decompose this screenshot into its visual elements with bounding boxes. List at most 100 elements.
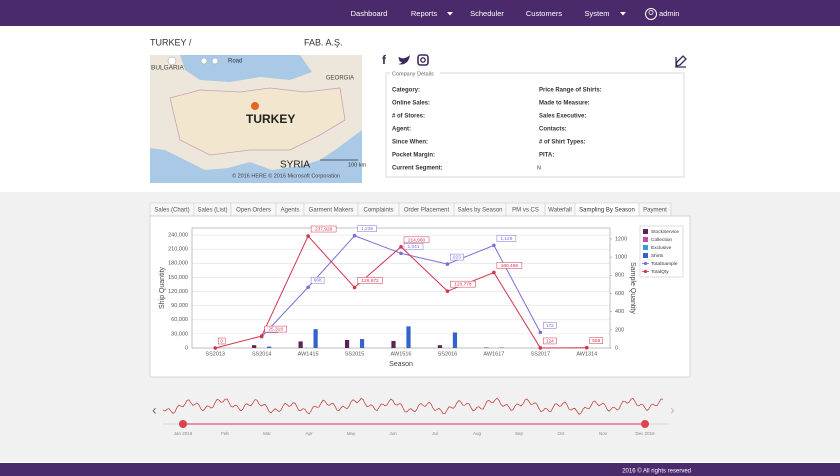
- y-tick-label: 210,000: [168, 247, 188, 253]
- tab-label[interactable]: Order Placement: [404, 208, 450, 214]
- y-tick-label: 240,000: [168, 233, 188, 239]
- line-marker[interactable]: [213, 346, 218, 350]
- tab-label[interactable]: Agents: [281, 208, 300, 214]
- legend-label: TotalQty: [651, 269, 669, 275]
- tab-label[interactable]: Complaints: [363, 208, 393, 214]
- line-marker[interactable]: [584, 345, 589, 350]
- nav-arrow-left[interactable]: ‹: [152, 402, 157, 418]
- detail-label: Pocket Margin:: [392, 153, 435, 159]
- y2-tick-label: 200: [615, 327, 624, 333]
- data-label-box: [357, 277, 383, 284]
- line-marker[interactable]: [492, 243, 496, 248]
- detail-label: # of Shirt Types:: [539, 140, 586, 146]
- nav-item[interactable]: Scheduler: [470, 9, 504, 18]
- nav-item[interactable]: Customers: [526, 9, 563, 18]
- range-navigator: ‹ › Jan 2016 Feb Mar Apr May Jun Jul Aug Sep Oct Nov…: [152, 397, 675, 436]
- map-zoom-in[interactable]: [211, 57, 219, 65]
- data-label: 668: [314, 278, 322, 284]
- data-label: 124: [546, 338, 554, 344]
- data-label-box: [496, 262, 523, 269]
- detail-label: PITA:: [539, 153, 554, 159]
- y-axis-title: Ship Quantity: [159, 266, 166, 309]
- tab-label[interactable]: Waterfall: [548, 208, 571, 214]
- data-label: 1,235: [361, 226, 373, 232]
- x-tick-label: SS2014: [252, 351, 272, 357]
- facebook-icon[interactable]: f: [382, 53, 387, 67]
- legend-label: TotalSample: [651, 261, 678, 267]
- nav-item[interactable]: Dashboard: [351, 9, 388, 18]
- detail-label: # of Stores:: [392, 114, 425, 120]
- nav-item[interactable]: Reports: [411, 9, 438, 18]
- data-label: 1,129: [500, 236, 512, 242]
- tab-label[interactable]: Sales by Season: [457, 208, 502, 214]
- bar: [437, 345, 443, 348]
- sparkline: [162, 397, 664, 415]
- legend-label: StockService: [651, 229, 679, 235]
- company: FAB. A.Ş.: [304, 37, 343, 47]
- legend-swatch-marker: [643, 261, 648, 266]
- data-label-box: [543, 322, 557, 329]
- nav-caret: [620, 12, 626, 16]
- tab-label[interactable]: Garment Makers: [309, 208, 354, 214]
- map-marker[interactable]: [251, 102, 259, 110]
- data-label: 1,041: [407, 244, 419, 250]
- data-label-box: [403, 243, 424, 250]
- bar: [267, 346, 272, 348]
- y2-tick-label: 600: [615, 291, 624, 297]
- tab-label[interactable]: Sampling By Season: [579, 208, 635, 214]
- detail-label: Made to Measure:: [539, 101, 590, 107]
- y-tick-label: 120,000: [168, 289, 188, 295]
- bar: [406, 326, 411, 348]
- user-name[interactable]: admin: [659, 9, 679, 18]
- line-marker[interactable]: [399, 245, 403, 249]
- data-label-box: [450, 253, 464, 261]
- map-label: TURKEY: [246, 112, 295, 126]
- line-marker[interactable]: [538, 346, 543, 350]
- details-fields: Category: Online Sales: # of Stores: Agent:…: [392, 88, 602, 172]
- line-marker[interactable]: [352, 233, 357, 238]
- bar: [298, 341, 303, 348]
- line-marker[interactable]: [352, 285, 357, 290]
- nav-caret: [447, 12, 453, 16]
- nav-arrow-right[interactable]: ›: [670, 402, 675, 418]
- line-marker[interactable]: [259, 334, 264, 338]
- line-marker[interactable]: [306, 234, 310, 238]
- range-handle[interactable]: [179, 420, 187, 428]
- bar: [359, 339, 365, 348]
- x-axis-title: Season: [389, 361, 413, 368]
- instagram-icon[interactable]: [417, 54, 429, 66]
- x-tick-label: SS2017: [531, 351, 551, 357]
- month-label: May: [347, 431, 356, 436]
- tab-label[interactable]: PM vs CS: [512, 208, 539, 214]
- tab-label[interactable]: Payment: [643, 208, 667, 214]
- x-tick-label: AW1415: [298, 351, 319, 357]
- data-label-box: [310, 225, 337, 233]
- line-marker[interactable]: [538, 330, 543, 335]
- line-marker[interactable]: [399, 251, 403, 256]
- tab-label[interactable]: Sales (List): [197, 208, 227, 214]
- edit-icon[interactable]: [675, 55, 687, 68]
- map-scale: 100 km: [348, 162, 366, 168]
- y-tick-label: 150,000: [168, 275, 188, 281]
- tab-label[interactable]: Open Orders: [236, 208, 271, 214]
- line-marker[interactable]: [306, 285, 310, 290]
- twitter-icon[interactable]: [398, 55, 410, 65]
- line-marker[interactable]: [445, 262, 450, 266]
- line-marker[interactable]: [445, 289, 450, 293]
- y2-axis-title: Sample Quantity: [629, 262, 636, 314]
- map-mode[interactable]: Road: [228, 59, 242, 65]
- x-tick-label: AW1314: [576, 351, 597, 357]
- map-zoom-out[interactable]: [200, 57, 208, 65]
- map-zoom[interactable]: [167, 56, 177, 66]
- tab-label[interactable]: Sales (Chart): [154, 208, 189, 214]
- user-icon[interactable]: [645, 8, 657, 20]
- nav-item[interactable]: System: [584, 9, 609, 18]
- instagram-lens: [420, 57, 426, 63]
- legend-label: Shirts: [651, 253, 664, 259]
- footer-bar: [0, 463, 840, 476]
- line-marker[interactable]: [492, 270, 496, 275]
- y2-tick-label: 1000: [615, 255, 627, 261]
- legend-box: [639, 225, 684, 278]
- month-label: Jan 2016: [174, 431, 193, 436]
- range-handle[interactable]: [641, 420, 649, 428]
